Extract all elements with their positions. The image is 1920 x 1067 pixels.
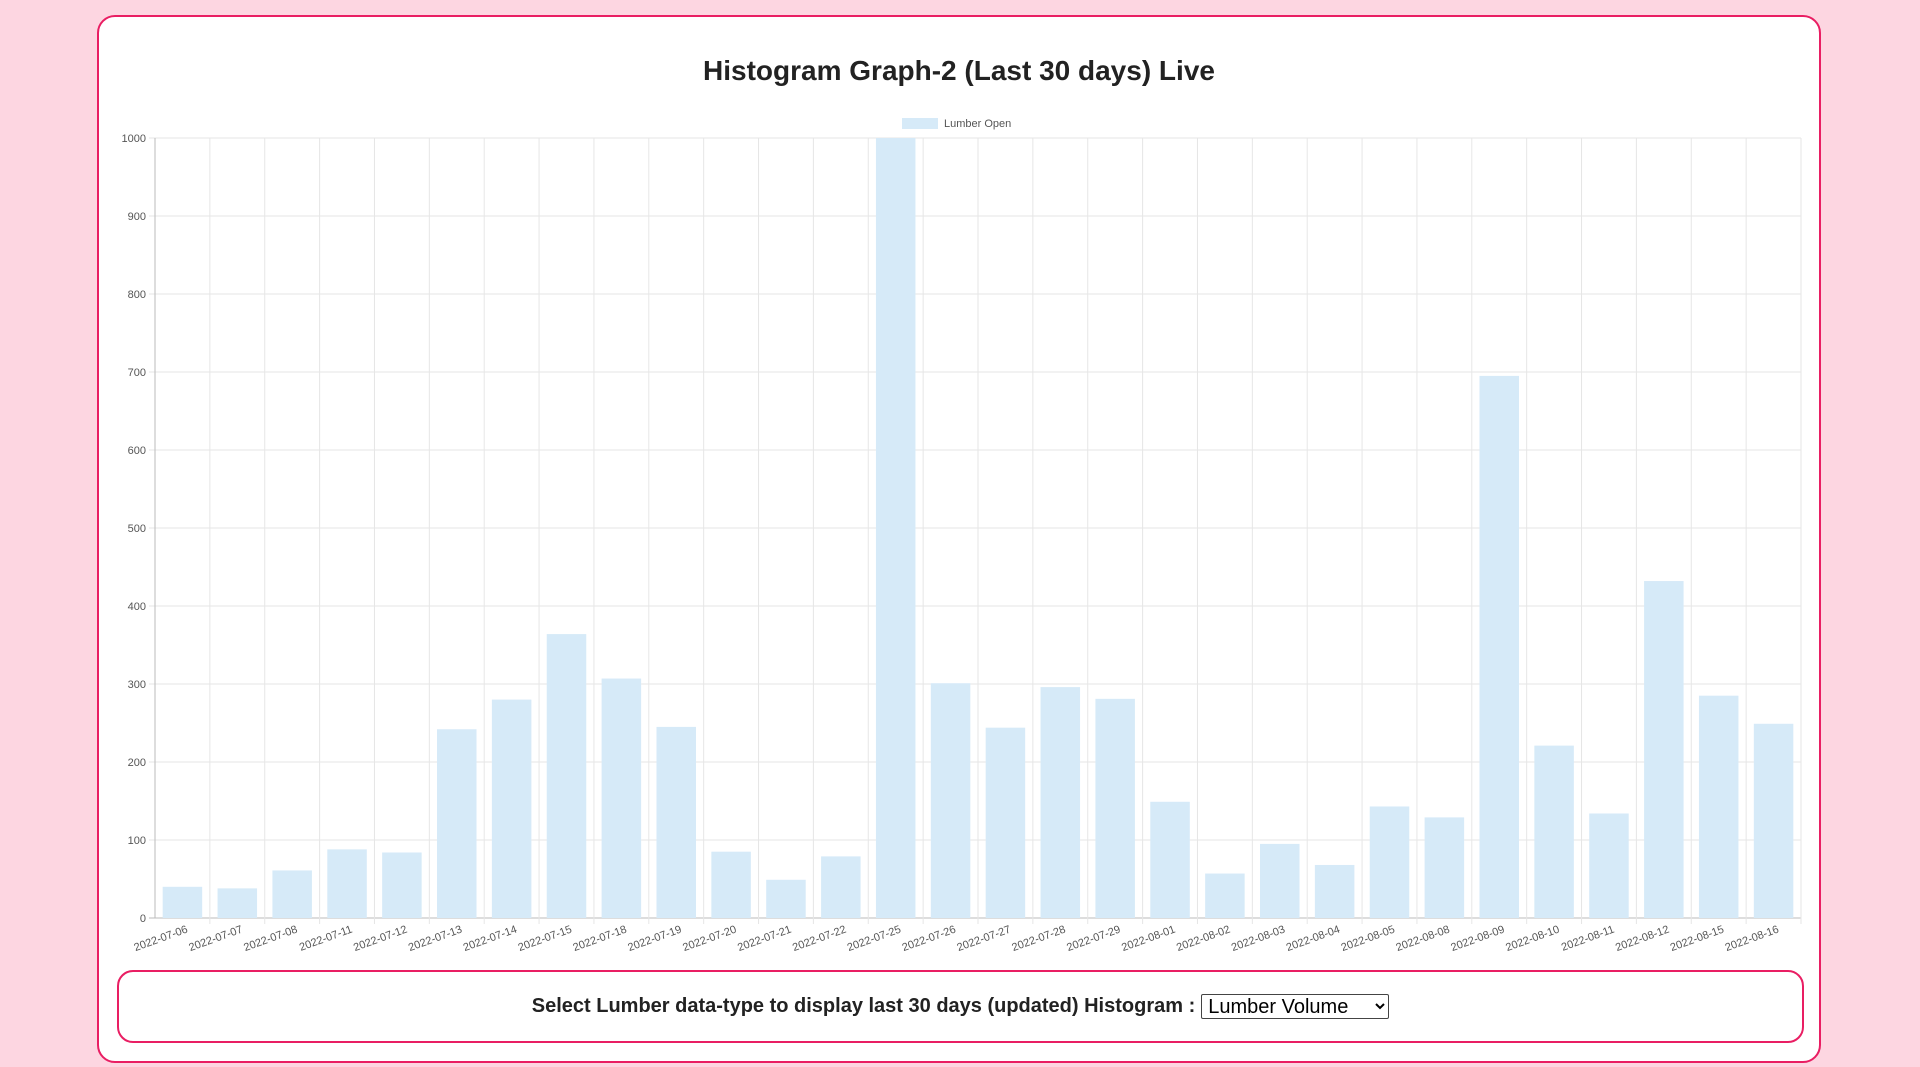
y-tick-label: 200	[128, 757, 146, 769]
x-tick-label: 2022-07-27	[955, 924, 1012, 955]
histogram-chart: 0 100 200 300 400 500 600 700 800 900 1000 2022-07-…	[122, 118, 1802, 955]
x-tick-label: 2022-07-18	[571, 924, 628, 955]
x-tick-label: 2022-07-07	[187, 924, 244, 955]
x-tick-label: 2022-08-03	[1230, 924, 1287, 955]
x-tick-label: 2022-07-26	[901, 924, 958, 955]
x-tick-label: 2022-07-20	[681, 924, 738, 955]
bar	[656, 726, 696, 918]
bar	[1753, 723, 1794, 918]
x-tick-label: 2022-08-01	[1120, 924, 1177, 955]
bar	[1644, 581, 1684, 918]
bar	[272, 870, 312, 918]
bar	[1205, 873, 1245, 918]
x-tick-label: 2022-07-21	[736, 924, 793, 955]
bar	[1589, 813, 1629, 918]
x-tick-label: 2022-08-10	[1504, 924, 1561, 955]
x-tick-label: 2022-07-22	[791, 924, 848, 955]
x-tick-label: 2022-07-15	[517, 924, 574, 955]
bar	[546, 634, 587, 918]
bar	[1040, 687, 1081, 918]
x-tick-label: 2022-07-25	[846, 924, 903, 955]
page-title: Histogram Graph-2 (Last 30 days) Live	[703, 55, 1215, 86]
x-tick-label: 2022-07-13	[407, 924, 464, 955]
x-tick-label: 2022-07-19	[626, 924, 683, 955]
y-tick-label: 1000	[122, 133, 146, 145]
x-tick-label: 2022-08-02	[1175, 924, 1232, 955]
bar	[437, 729, 477, 918]
bar	[217, 888, 258, 918]
datatype-selector-panel: Select Lumber data-type to display last …	[117, 970, 1804, 1043]
x-tick-label: 2022-08-12	[1614, 924, 1671, 955]
bar	[1698, 695, 1739, 918]
bar	[1479, 375, 1519, 918]
x-tick-label: 2022-08-16	[1724, 924, 1781, 955]
bar	[1260, 843, 1300, 918]
bar	[601, 678, 642, 918]
y-tick-label: 100	[128, 835, 146, 847]
bar	[821, 856, 861, 918]
bar	[930, 683, 971, 918]
bar	[382, 852, 422, 918]
bar	[1314, 864, 1355, 918]
bar	[1424, 817, 1465, 918]
x-tick-label: 2022-08-15	[1669, 924, 1726, 955]
y-tick-label: 800	[128, 289, 146, 301]
bar	[491, 699, 532, 918]
x-tick-label: 2022-08-08	[1394, 924, 1451, 955]
y-tick-label: 600	[128, 445, 146, 457]
y-tick-label: 500	[128, 523, 146, 535]
bar	[985, 727, 1026, 918]
bar	[766, 879, 806, 918]
bar	[327, 849, 367, 918]
y-tick-label: 900	[128, 211, 146, 223]
bar	[1369, 806, 1410, 918]
y-tick-label: 400	[128, 601, 146, 613]
x-tick-label: 2022-08-04	[1285, 924, 1342, 955]
x-tick-label: 2022-08-09	[1449, 924, 1506, 955]
x-tick-label: 2022-07-29	[1065, 924, 1122, 955]
y-tick-label: 700	[128, 367, 146, 379]
x-tick-label: 2022-07-14	[462, 924, 519, 955]
y-tick-label: 300	[128, 679, 146, 691]
bar	[162, 886, 203, 918]
x-tick-label: 2022-07-06	[132, 924, 189, 955]
legend-label: Lumber Open	[944, 118, 1011, 130]
bar	[1534, 745, 1574, 918]
bar	[711, 851, 751, 918]
x-tick-label: 2022-07-08	[242, 924, 299, 955]
x-tick-label: 2022-08-11	[1560, 924, 1616, 954]
x-tick-label: 2022-07-12	[352, 924, 409, 955]
bar	[1095, 698, 1135, 918]
datatype-select[interactable]: Lumber Volume	[1201, 994, 1390, 1019]
legend-swatch	[902, 118, 938, 129]
datatype-selector-label: Select Lumber data-type to display last …	[531, 995, 1196, 1017]
y-tick-label: 0	[140, 913, 146, 925]
x-tick-label: 2022-07-28	[1010, 924, 1067, 955]
x-tick-label: 2022-07-11	[298, 924, 354, 954]
x-tick-label: 2022-08-05	[1340, 924, 1397, 955]
bar	[875, 138, 916, 918]
bar	[1150, 801, 1190, 918]
